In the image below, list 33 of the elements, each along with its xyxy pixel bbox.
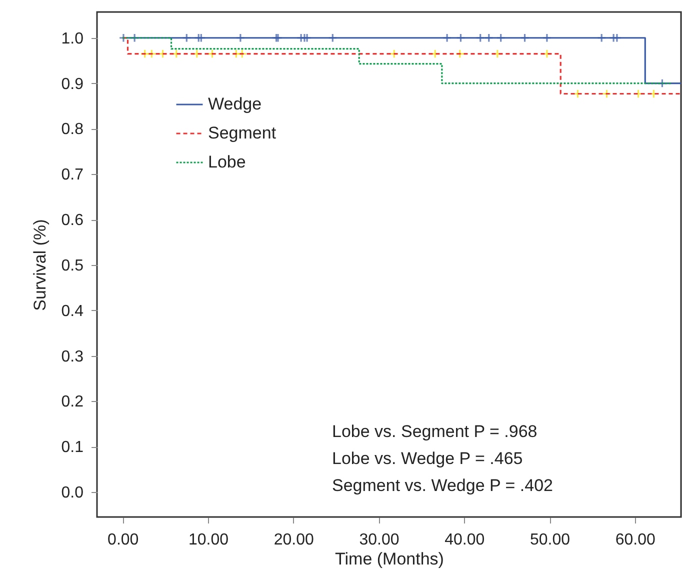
- y-tick-label: 0.9: [61, 76, 84, 93]
- x-tick-label: 20.00: [274, 532, 314, 548]
- point: [455, 49, 465, 58]
- point: [208, 49, 217, 58]
- x-tick-label: 60.00: [615, 532, 656, 548]
- legend-label: Segment: [208, 124, 276, 142]
- x-tick-label: 30.00: [359, 532, 400, 548]
- x-axis-title: Time (Months): [335, 550, 444, 568]
- y-tick-label: 0.7: [61, 166, 84, 184]
- y-tick-label: 0.1: [61, 439, 84, 456]
- point: [602, 89, 612, 98]
- x-tick-label: 40.00: [444, 532, 485, 548]
- legend-label: Lobe: [208, 152, 246, 172]
- y-tick-label: 0.2: [61, 394, 84, 411]
- y-tick-label: 0.4: [61, 302, 84, 320]
- y-axis-title: Survival (%): [30, 219, 50, 311]
- legend-label: Wedge: [208, 94, 262, 114]
- y-tick-label: 1.0: [61, 30, 84, 48]
- point: [140, 49, 150, 58]
- x-tick-label: 0.00: [108, 532, 139, 548]
- point: [146, 49, 156, 58]
- x-tick-label: 50.00: [530, 532, 570, 548]
- annotation: Lobe vs. Wedge P = .465: [332, 449, 523, 468]
- y-tick-label: 0.8: [61, 121, 84, 138]
- annotation: Segment vs. Wedge P = .402: [332, 476, 553, 495]
- annotation: Lobe vs. Segment P = .968: [332, 422, 538, 441]
- y-tick-label: 0.6: [61, 212, 84, 230]
- point: [237, 49, 247, 58]
- y-tick-label: 0.5: [61, 257, 84, 274]
- y-tick-label: 0.0: [61, 484, 84, 502]
- point: [389, 49, 399, 58]
- x-tick-label: 10.00: [188, 532, 229, 548]
- y-tick-label: 0.3: [61, 348, 84, 366]
